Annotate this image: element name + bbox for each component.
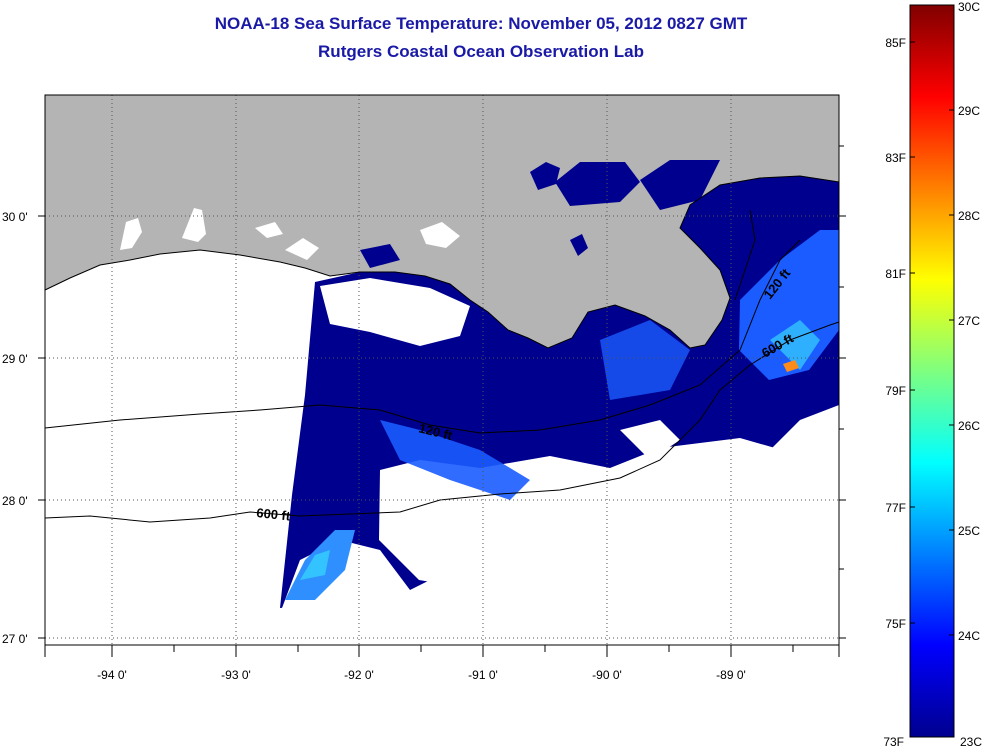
lon-label: -93 0' — [221, 668, 251, 682]
lake — [182, 208, 206, 242]
colorbar-c-label: 27C — [958, 314, 980, 328]
colorbar — [909, 4, 955, 738]
lat-label: 27 0' — [2, 632, 28, 646]
tick-marks — [38, 145, 846, 657]
colorbar-f-label: 75F — [885, 617, 906, 631]
land-mass — [45, 95, 839, 348]
colorbar-c-label: 30C — [958, 0, 980, 14]
warm-streak — [600, 320, 690, 400]
contour-600ft — [44, 321, 840, 523]
lake — [255, 222, 283, 238]
contour-120ft-east — [734, 209, 756, 301]
cloud-gap — [620, 420, 680, 460]
sst-blob — [640, 160, 720, 210]
cloud-gap — [320, 278, 470, 346]
lon-label: -91 0' — [468, 668, 498, 682]
colorbar-ticks — [910, 41, 954, 636]
contour-120ft — [44, 239, 801, 434]
colorbar-f-label: 79F — [885, 384, 906, 398]
warm-streak — [783, 360, 799, 372]
lon-label: -89 0' — [716, 668, 746, 682]
colorbar-c-label: 23C — [960, 735, 982, 749]
colorbar-f-label: 77F — [885, 501, 906, 515]
sst-blob — [530, 162, 560, 190]
colorbar-c-label: 25C — [958, 524, 980, 538]
coastline — [44, 175, 840, 349]
lat-label: 29 0' — [2, 352, 28, 366]
lon-label: -94 0' — [97, 668, 127, 682]
cloud-gap — [379, 419, 839, 590]
contour-label: 600 ft — [256, 505, 292, 524]
sst-blob — [555, 162, 640, 206]
warm-streak — [300, 550, 330, 580]
lake — [285, 238, 319, 260]
lat-label: 30 0' — [2, 210, 28, 224]
plot-border — [44, 94, 840, 646]
lake — [420, 222, 460, 248]
graticule — [45, 95, 839, 645]
lake — [120, 218, 142, 250]
colorbar-f-label: 85F — [885, 36, 906, 50]
colorbar-f-label: 81F — [885, 267, 906, 281]
colorbar-c-label: 26C — [958, 419, 980, 433]
warm-streak — [380, 420, 530, 500]
colorbar-f-label: 83F — [885, 151, 906, 165]
sst-blob — [570, 234, 588, 256]
colorbar-c-label: 24C — [958, 629, 980, 643]
sst-blob — [360, 244, 400, 268]
lat-label: 28 0' — [2, 494, 28, 508]
lon-label: -92 0' — [344, 668, 374, 682]
colorbar-f-label: 73F — [883, 735, 904, 749]
map-title: NOAA-18 Sea Surface Temperature: Novembe… — [214, 14, 748, 33]
colorbar-c-label: 28C — [958, 209, 980, 223]
warm-streak — [770, 320, 820, 370]
lon-label: -90 0' — [592, 668, 622, 682]
map-subtitle: Rutgers Coastal Ocean Observation Lab — [318, 42, 644, 61]
colorbar-c-label: 29C — [958, 104, 980, 118]
